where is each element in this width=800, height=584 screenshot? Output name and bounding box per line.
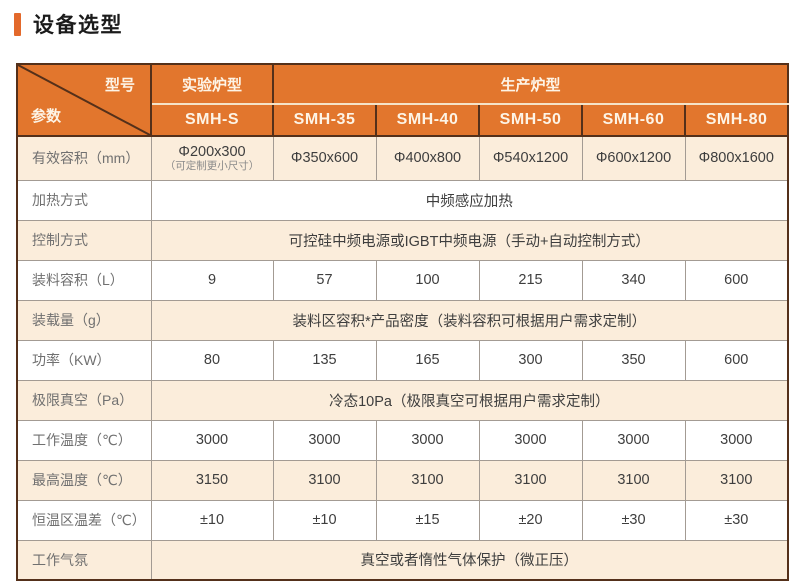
spec-cell: ±20 bbox=[478, 499, 583, 541]
spec-cell: Φ540x1200 bbox=[478, 135, 583, 181]
row-label: 极限真空（Pa） bbox=[16, 379, 152, 421]
spec-cell: 3000 bbox=[478, 419, 583, 461]
table-row: 装料容积（L） 9 57 100 215 340 600 bbox=[16, 259, 789, 301]
spec-cell: 165 bbox=[375, 339, 480, 381]
spec-cell-span: 可控硅中频电源或IGBT中频电源（手动+自动控制方式） bbox=[150, 219, 789, 261]
row-label: 有效容积（mm） bbox=[16, 135, 152, 181]
corner-model-label: 型号 bbox=[104, 77, 135, 94]
row-label: 恒温区温差（℃） bbox=[16, 499, 152, 541]
spec-cell: Φ600x1200 bbox=[581, 135, 686, 181]
spec-cell: 3100 bbox=[684, 459, 789, 501]
model-header-smh-35: SMH-35 bbox=[272, 103, 377, 137]
spec-cell: ±30 bbox=[581, 499, 686, 541]
table-row: 功率（KW） 80 135 165 300 350 600 bbox=[16, 339, 789, 381]
spec-cell: 3100 bbox=[581, 459, 686, 501]
spec-cell: ±30 bbox=[684, 499, 789, 541]
spec-value: Φ200x300 bbox=[178, 143, 246, 160]
spec-cell-span: 冷态10Pa（极限真空可根据用户需求定制） bbox=[150, 379, 789, 421]
table-row: 加热方式 中频感应加热 bbox=[16, 179, 789, 221]
spec-table: 型号 参数 实验炉型 生产炉型 SMH-S SMH-35 SMH-40 SMH-… bbox=[16, 63, 790, 581]
row-label: 最高温度（℃） bbox=[16, 459, 152, 501]
model-header-smh-s: SMH-S bbox=[150, 103, 274, 137]
spec-cell: 3000 bbox=[581, 419, 686, 461]
spec-cell-span: 真空或者惰性气体保护（微正压） bbox=[150, 539, 789, 581]
model-header-smh-80: SMH-80 bbox=[683, 103, 790, 137]
spec-cell: 3100 bbox=[478, 459, 583, 501]
spec-cell: 3000 bbox=[150, 419, 274, 461]
section-header: 设备选型 bbox=[14, 9, 123, 39]
model-header-smh-50: SMH-50 bbox=[478, 103, 583, 137]
row-label: 装料容积（L） bbox=[16, 259, 152, 301]
spec-cell: Φ350x600 bbox=[272, 135, 377, 181]
group-production-furnace: 生产炉型 bbox=[271, 63, 790, 105]
spec-cell: Φ200x300 （可定制更小尺寸） bbox=[150, 135, 274, 181]
table-row: 恒温区温差（℃） ±10 ±10 ±15 ±20 ±30 ±30 bbox=[16, 499, 789, 541]
table-row: 控制方式 可控硅中频电源或IGBT中频电源（手动+自动控制方式） bbox=[16, 219, 789, 261]
spec-cell-span: 装料区容积*产品密度（装料容积可根据用户需求定制） bbox=[150, 299, 789, 341]
spec-cell: ±15 bbox=[375, 499, 480, 541]
page-title: 设备选型 bbox=[33, 14, 123, 37]
spec-cell: 3100 bbox=[375, 459, 480, 501]
model-header-smh-60: SMH-60 bbox=[581, 103, 686, 137]
spec-cell: 9 bbox=[150, 259, 274, 301]
row-label: 控制方式 bbox=[16, 219, 152, 261]
table-row: 极限真空（Pa） 冷态10Pa（极限真空可根据用户需求定制） bbox=[16, 379, 789, 421]
model-header-smh-40: SMH-40 bbox=[375, 103, 480, 137]
group-experimental-furnace: 实验炉型 bbox=[150, 63, 274, 105]
spec-cell: 135 bbox=[272, 339, 377, 381]
spec-cell: 3000 bbox=[272, 419, 377, 461]
spec-cell: 100 bbox=[375, 259, 480, 301]
spec-cell: 80 bbox=[150, 339, 274, 381]
spec-cell: ±10 bbox=[150, 499, 274, 541]
row-label: 装载量（g） bbox=[16, 299, 152, 341]
table-row: 有效容积（mm） Φ200x300 （可定制更小尺寸） Φ350x600 Φ40… bbox=[16, 135, 789, 181]
corner-cell: 型号 参数 bbox=[16, 63, 152, 137]
spec-cell: 3150 bbox=[150, 459, 274, 501]
table-row: 工作气氛 真空或者惰性气体保护（微正压） bbox=[16, 539, 789, 581]
spec-cell: 300 bbox=[478, 339, 583, 381]
spec-cell-span: 中频感应加热 bbox=[150, 179, 789, 221]
table-row: 最高温度（℃） 3150 3100 3100 3100 3100 3100 bbox=[16, 459, 789, 501]
spec-cell: Φ400x800 bbox=[375, 135, 480, 181]
spec-cell: 600 bbox=[684, 259, 789, 301]
accent-bar bbox=[14, 12, 21, 36]
diagonal-line bbox=[18, 65, 150, 135]
table-row: 装载量（g） 装料区容积*产品密度（装料容积可根据用户需求定制） bbox=[16, 299, 789, 341]
spec-cell: 3000 bbox=[684, 419, 789, 461]
spec-cell: 350 bbox=[581, 339, 686, 381]
spec-cell: 215 bbox=[478, 259, 583, 301]
corner-param-label: 参数 bbox=[31, 108, 62, 125]
spec-cell: 3000 bbox=[375, 419, 480, 461]
spec-cell: Φ800x1600 bbox=[684, 135, 789, 181]
row-label: 工作温度（℃） bbox=[16, 419, 152, 461]
spec-cell: ±10 bbox=[272, 499, 377, 541]
spec-note: （可定制更小尺寸） bbox=[164, 160, 260, 173]
row-label: 功率（KW） bbox=[16, 339, 152, 381]
table-row: 工作温度（℃） 3000 3000 3000 3000 3000 3000 bbox=[16, 419, 789, 461]
spec-cell: 57 bbox=[272, 259, 377, 301]
row-label: 加热方式 bbox=[16, 179, 152, 221]
spec-cell: 600 bbox=[684, 339, 789, 381]
spec-cell: 340 bbox=[581, 259, 686, 301]
row-label: 工作气氛 bbox=[16, 539, 152, 581]
spec-cell: 3100 bbox=[272, 459, 377, 501]
